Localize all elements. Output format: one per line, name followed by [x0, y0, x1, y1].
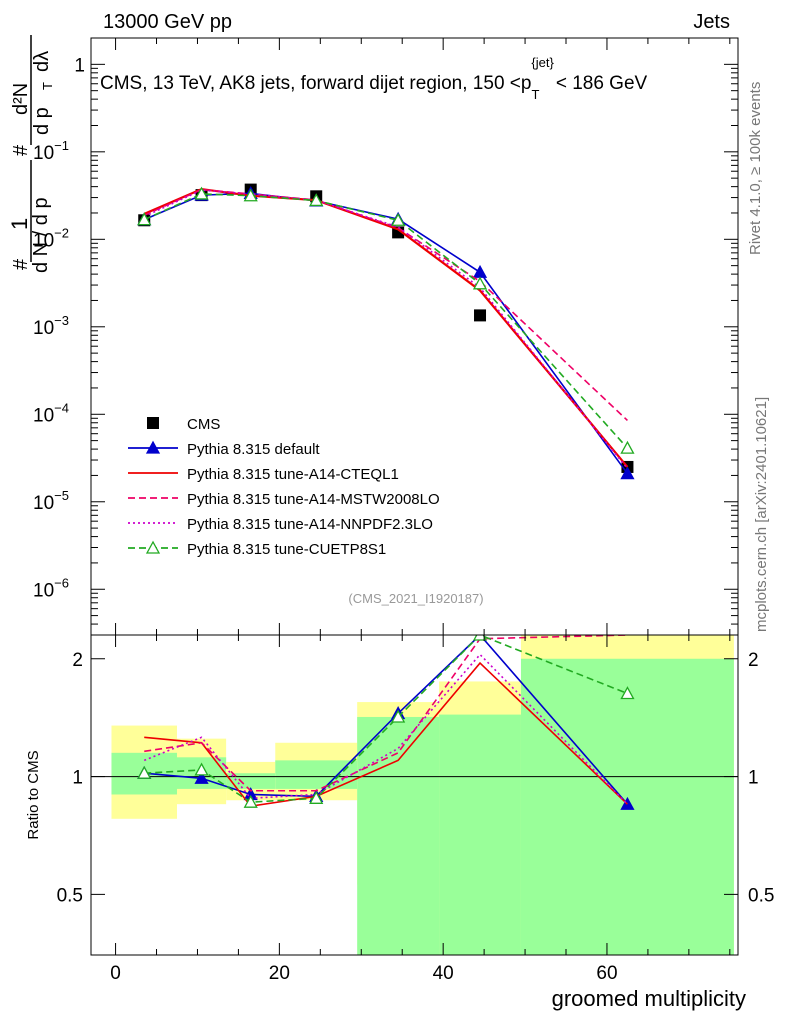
x-tick-label: 60: [596, 963, 617, 984]
main-series-1: [137, 186, 635, 480]
legend-label: Pythia 8.315 tune-CUETP8S1: [187, 541, 386, 558]
ratio-point: [243, 794, 258, 808]
legend-label: Pythia 8.315 tune-A14-MSTW2008LO: [187, 491, 440, 508]
ratio-point: [309, 790, 324, 804]
legend-marker: [145, 540, 161, 554]
mcplots-label: mcplots.cern.ch [arXiv:2401.10621]: [753, 397, 770, 632]
ratio-frame: [90, 634, 739, 956]
main-series-5: [137, 186, 635, 454]
main-point: [620, 440, 635, 454]
ratio-y-tick-label-right: 0.5: [748, 885, 774, 906]
ratio-bands: [111, 635, 734, 955]
header-right: Jets: [693, 11, 730, 33]
main-point: [243, 188, 258, 202]
ratio-point: [391, 709, 406, 723]
main-y-tick-label: 10−5: [33, 488, 69, 514]
main-y-ticks: 1 10−1 10−2 10−3 10−4 10−5 10−6: [33, 38, 738, 636]
main-point: [309, 193, 324, 207]
main-y-tick-label: 1: [74, 55, 85, 76]
x-axis-label: groomed multiplicity: [552, 986, 746, 1011]
legend-label: Pythia 8.315 tune-A14-CTEQL1: [187, 466, 399, 483]
main-ylabel: # 1 d N / d p # d²N d p T dλ: [7, 35, 55, 273]
ratio-ticks: 0.5 0.51 12 20 20 40 60: [57, 635, 774, 984]
main-series: [137, 183, 635, 480]
ratio-series: [137, 635, 635, 810]
ratio-y-tick-label-right: 1: [748, 768, 759, 789]
main-point: [474, 309, 487, 322]
main-y-tick-label: 10−6: [33, 575, 69, 601]
legend-entry-3: Pythia 8.315 tune-A14-MSTW2008LO: [128, 491, 440, 508]
legend-label: Pythia 8.315 default: [187, 441, 320, 458]
plot-title: CMS, 13 TeV, AK8 jets, forward dijet reg…: [100, 55, 648, 102]
legend-marker: [147, 417, 159, 429]
legend-entry-5: Pythia 8.315 tune-CUETP8S1: [128, 540, 386, 558]
x-tick-label: 0: [110, 963, 121, 984]
main-point: [391, 212, 406, 226]
ratio-band-green: [226, 773, 276, 789]
ratio-point: [620, 686, 635, 700]
ratio-point: [472, 635, 488, 641]
legend-entry-1: Pythia 8.315 default: [128, 440, 320, 458]
legend-label: Pythia 8.315 tune-A14-NNPDF2.3LO: [187, 516, 433, 533]
ylabel-dlambda: dλ: [31, 51, 53, 72]
analysis-label: (CMS_2021_I1920187): [348, 591, 483, 606]
ratio-y-tick-label: 1: [72, 768, 83, 789]
ratio-band-green: [357, 716, 440, 955]
x-tick-label: 20: [269, 963, 290, 984]
header-left: 13000 GeV pp: [103, 11, 232, 33]
legend-entry-2: Pythia 8.315 tune-A14-CTEQL1: [128, 466, 399, 483]
main-point: [137, 212, 152, 226]
legend-entry-4: Pythia 8.315 tune-A14-NNPDF2.3LO: [128, 516, 433, 533]
ratio-y-tick-label: 2: [72, 650, 83, 671]
main-series-line: [143, 193, 629, 449]
ylabel-deriv-top: d²N: [10, 83, 32, 115]
main-point: [194, 186, 209, 200]
ratio-panel: 0.5 0.51 12 20 20 40 60 Ratio to CMS: [25, 634, 774, 984]
main-point: [472, 276, 488, 290]
legend-entry-0: CMS: [147, 416, 220, 433]
ratio-point: [137, 765, 152, 779]
ratio-series-4: [137, 635, 635, 808]
ylabel-hash-2: #: [10, 144, 32, 156]
ylabel-hash-1: #: [10, 258, 32, 270]
legend-label: CMS: [187, 416, 220, 433]
ratio-band-green: [439, 714, 521, 955]
main-point: [472, 264, 488, 278]
ylabel-deriv-bottom: d p: [31, 107, 53, 135]
ratio-ylabel: Ratio to CMS: [25, 750, 42, 839]
rivet-label: Rivet 4.1.0, ≥ 100k events: [747, 82, 764, 255]
main-point: [620, 466, 635, 480]
main-y-tick-label: 10−3: [33, 313, 69, 339]
ylabel-sub-t: T: [40, 82, 55, 90]
legend-marker: [145, 440, 161, 454]
main-panel: 1 10−1 10−2 10−3 10−4 10−5 10−6 (CMS_2021_I192…: [33, 37, 739, 636]
ratio-y-tick-label-right: 2: [748, 650, 759, 671]
ratio-point: [194, 762, 209, 776]
legend: CMS Pythia 8.315 default Pythia 8.315 tune…: [128, 416, 440, 558]
ratio-y-tick-label: 0.5: [57, 885, 83, 906]
ylabel-fraction-bottom: d N / d p: [30, 197, 52, 273]
main-y-tick-label: 10−4: [33, 400, 69, 426]
main-y-tick-label: 10−1: [33, 138, 69, 164]
ratio-point: [194, 770, 209, 784]
ylabel-fraction-top: 1: [7, 218, 32, 230]
main-y-tick-label: 10−2: [33, 225, 69, 251]
x-tick-label: 40: [433, 963, 454, 984]
